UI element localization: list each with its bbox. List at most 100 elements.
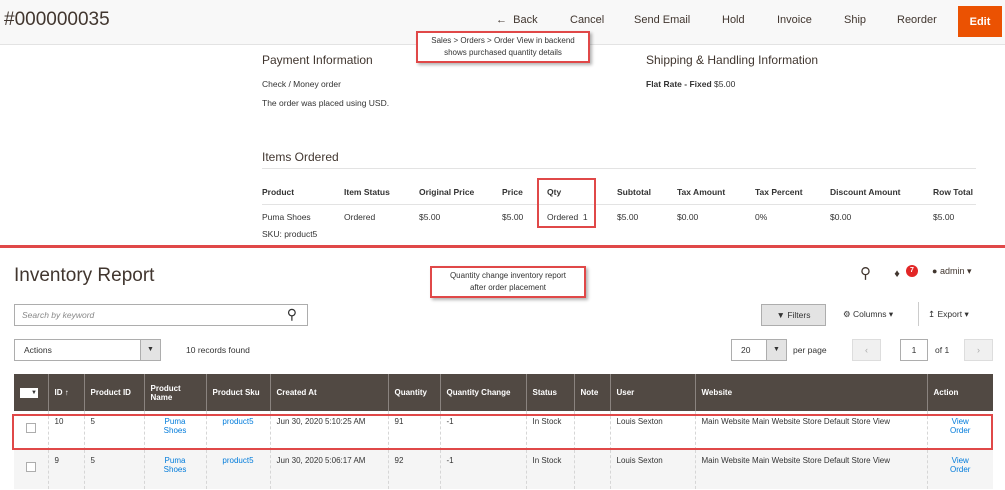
- select-all-header[interactable]: ▼: [14, 374, 48, 411]
- reorder-button[interactable]: Reorder: [897, 14, 937, 26]
- cell-note: [573, 450, 610, 489]
- col-product-name[interactable]: Product Name: [143, 374, 206, 411]
- report-title: Inventory Report: [14, 265, 155, 286]
- cell-change: -1: [439, 450, 526, 489]
- items-cell: $5.00: [419, 212, 441, 222]
- order-number: #000000035: [4, 9, 110, 30]
- notification-badge: 7: [906, 265, 918, 277]
- search-input[interactable]: Search by keyword ⚲: [14, 304, 308, 326]
- records-count: 10 records found: [186, 345, 250, 355]
- order-callout: Sales > Orders > Order View in backend s…: [416, 31, 590, 63]
- cancel-button[interactable]: Cancel: [570, 14, 605, 26]
- cell-action[interactable]: View Order: [926, 411, 993, 450]
- cell-user: Louis Sexton: [609, 450, 695, 489]
- cell-user: Louis Sexton: [609, 411, 695, 450]
- item-sku: SKU: product5: [262, 229, 318, 239]
- cell-qty: 91: [387, 411, 440, 450]
- per-page-select[interactable]: 20 ▼: [731, 339, 787, 361]
- cell-created: Jun 30, 2020 5:06:17 AM: [269, 450, 388, 489]
- row-select-cell: [14, 450, 48, 489]
- search-placeholder: Search by keyword: [22, 310, 95, 320]
- back-button[interactable]: ← Back: [496, 14, 538, 26]
- gear-icon: ⚙: [843, 309, 851, 319]
- cell-status: In Stock: [525, 450, 574, 489]
- cell-id: 10: [47, 411, 84, 450]
- items-header: Tax Percent: [755, 187, 803, 197]
- row-highlight: [12, 414, 993, 450]
- shipping-price: $5.00: [714, 79, 736, 89]
- table-row: 9 5 Puma Shoes product5 Jun 30, 2020 5:06:17…: [14, 450, 993, 489]
- filters-button[interactable]: ▼ Filters: [761, 304, 826, 326]
- col-quantity[interactable]: Quantity: [387, 374, 440, 411]
- export-icon: ↥: [928, 309, 936, 319]
- col-created-at[interactable]: Created At: [269, 374, 388, 411]
- search-icon[interactable]: ⚲: [286, 306, 297, 322]
- items-header: Discount Amount: [830, 187, 901, 197]
- callout-line: Quantity change inventory report: [449, 271, 567, 280]
- export-button[interactable]: ↥ Export ▾: [928, 309, 969, 319]
- items-cell: Ordered: [344, 212, 376, 222]
- col-user[interactable]: User: [609, 374, 695, 411]
- row-checkbox[interactable]: [25, 462, 36, 472]
- col-quantity-change[interactable]: Quantity Change: [439, 374, 526, 411]
- edit-button[interactable]: Edit: [958, 6, 1002, 37]
- user-icon: ●: [932, 266, 938, 276]
- col-product-sku[interactable]: Product Sku: [205, 374, 270, 411]
- ship-button[interactable]: Ship: [844, 14, 867, 26]
- cell-website: Main Website Main Website Store Default …: [694, 450, 927, 489]
- items-cell: $0.00: [830, 212, 852, 222]
- items-cell: $5.00: [933, 212, 955, 222]
- filter-icon: ▼: [776, 310, 785, 320]
- items-header: Original Price: [419, 187, 475, 197]
- chevron-left-icon: ‹: [865, 345, 868, 355]
- global-search-icon[interactable]: ⚲: [860, 265, 871, 282]
- items-title: Items Ordered: [262, 150, 339, 164]
- divider: [918, 302, 919, 326]
- hold-button[interactable]: Hold: [722, 14, 745, 26]
- export-label: Export: [937, 309, 963, 319]
- divider: [262, 168, 976, 169]
- items-header: Product: [262, 187, 295, 197]
- next-page-button[interactable]: ›: [964, 339, 993, 361]
- mass-select-dropdown[interactable]: ▼: [20, 388, 38, 398]
- divider: [262, 204, 976, 205]
- prev-page-button[interactable]: ‹: [852, 339, 881, 361]
- notifications-bell-icon[interactable]: ♦: [894, 268, 900, 280]
- cell-name[interactable]: Puma Shoes: [143, 450, 206, 489]
- col-website[interactable]: Website: [694, 374, 927, 411]
- callout-line: shows purchased quantity details: [444, 48, 562, 57]
- callout-line: Sales > Orders > Order View in backend: [431, 36, 575, 45]
- shipping-method-name: Flat Rate - Fixed: [646, 79, 712, 89]
- col-id[interactable]: ID ↑: [47, 374, 84, 411]
- row-checkbox[interactable]: [25, 423, 36, 433]
- cell-sku[interactable]: product5: [205, 450, 270, 489]
- admin-label: admin: [939, 266, 965, 276]
- col-label: ID: [54, 388, 63, 397]
- send-email-button[interactable]: Send Email: [634, 14, 691, 26]
- cell-action[interactable]: View Order: [926, 450, 993, 489]
- col-status[interactable]: Status: [525, 374, 574, 411]
- invoice-button[interactable]: Invoice: [777, 14, 812, 26]
- actions-select[interactable]: Actions ▼: [14, 339, 161, 361]
- items-header: Price: [502, 187, 523, 197]
- cell-sku[interactable]: product5: [205, 411, 270, 450]
- filters-label: Filters: [787, 310, 811, 320]
- col-product-id[interactable]: Product ID: [83, 374, 144, 411]
- items-header: Tax Amount: [677, 187, 726, 197]
- back-label: Back: [513, 14, 538, 26]
- page-input[interactable]: 1: [900, 339, 928, 361]
- cell-qty: 92: [387, 450, 440, 489]
- sort-up-icon: ↑: [64, 388, 69, 397]
- cell-name[interactable]: Puma Shoes: [143, 411, 206, 450]
- cell-id: 9: [47, 450, 84, 489]
- items-cell: $5.00: [502, 212, 524, 222]
- col-note[interactable]: Note: [573, 374, 610, 411]
- arrow-left-icon: ←: [496, 14, 507, 26]
- columns-button[interactable]: ⚙ Columns ▾: [843, 309, 894, 319]
- per-page-label: per page: [793, 345, 827, 355]
- items-header: Row Total: [933, 187, 973, 197]
- admin-menu[interactable]: ● admin ▾: [932, 266, 972, 276]
- cell-website: Main Website Main Website Store Default …: [694, 411, 927, 450]
- columns-label: Columns: [853, 309, 887, 319]
- cell-note: [573, 411, 610, 450]
